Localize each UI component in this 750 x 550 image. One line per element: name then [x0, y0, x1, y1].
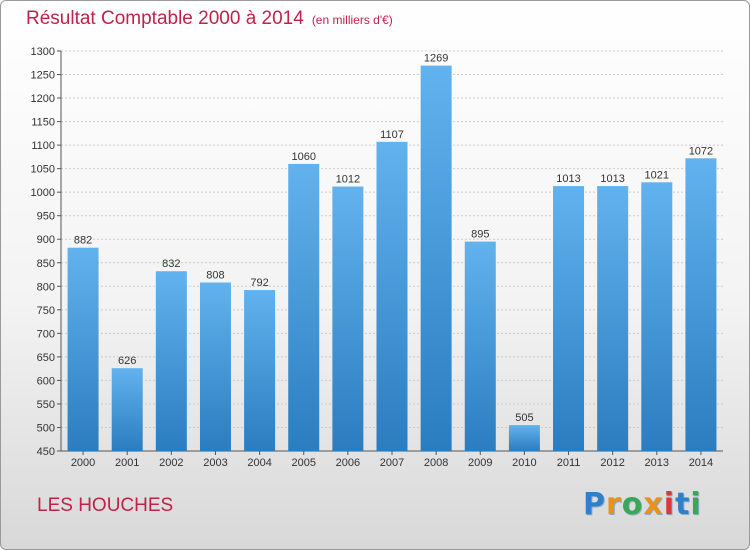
bar-value-label: 1269 — [424, 53, 448, 65]
y-tick-label: 1050 — [31, 164, 55, 176]
bar-value-label: 1013 — [600, 173, 624, 185]
y-tick-label: 550 — [37, 399, 55, 411]
y-tick-label: 700 — [37, 328, 55, 340]
y-tick-label: 500 — [37, 422, 55, 434]
x-tick-label: 2005 — [291, 457, 315, 469]
bar-2005 — [288, 163, 320, 452]
logo-letter: r — [606, 487, 622, 522]
x-tick-label: 2012 — [600, 457, 624, 469]
x-tick-label: 2007 — [380, 457, 404, 469]
bar-2007 — [376, 141, 408, 451]
bar-value-label: 1060 — [291, 151, 315, 163]
x-tick-label: 2002 — [159, 457, 183, 469]
bar-value-label: 1012 — [336, 174, 360, 186]
x-tick-label: 2013 — [645, 457, 669, 469]
bar-layer — [67, 65, 717, 452]
bar-2001 — [111, 368, 143, 451]
chart-title: Résultat Comptable 2000 à 2014 — [26, 8, 304, 29]
bar-2012 — [597, 186, 629, 451]
chart-title-block: Résultat Comptable 2000 à 2014 (en millie… — [26, 8, 393, 30]
bar-2000 — [67, 247, 99, 451]
bar-value-label: 1013 — [556, 173, 580, 185]
x-tick-label: 2001 — [115, 457, 139, 469]
y-tick-label: 850 — [37, 258, 55, 270]
bar-2009 — [464, 241, 496, 451]
bar-2014 — [685, 158, 717, 451]
bar-value-label: 1021 — [645, 169, 669, 181]
x-tick-label: 2000 — [71, 457, 95, 469]
x-tick-label: 2008 — [424, 457, 448, 469]
bar-2006 — [332, 186, 364, 451]
bar-2011 — [553, 186, 585, 451]
logo-letter: i — [663, 487, 676, 522]
logo-letter: x — [643, 487, 664, 522]
bar-value-label: 808 — [206, 270, 224, 282]
bar-value-label: 505 — [515, 412, 533, 424]
axis-layer: 450 500 550 600 650 700 750 800 850 900 950 1000 105… — [31, 46, 723, 469]
x-tick-label: 2010 — [512, 457, 536, 469]
bar-2002 — [155, 271, 187, 451]
bar-value-label: 895 — [471, 229, 489, 241]
label-layer: 882 626 832 808 792 1060 1012 1107 1269 895 505 101… — [74, 53, 713, 425]
bar-2008 — [420, 65, 452, 452]
proxiti-logo: Proxiti — [583, 487, 702, 522]
unit-note: (en milliers d'€) — [311, 13, 393, 27]
x-tick-label: 2003 — [203, 457, 227, 469]
bar-2003 — [199, 282, 231, 451]
logo-letter: P — [583, 487, 606, 522]
y-tick-label: 1100 — [31, 140, 55, 152]
logo-letter: t — [675, 487, 691, 522]
bar-value-label: 1107 — [380, 129, 404, 141]
bar-value-label: 1072 — [689, 145, 713, 157]
logo-letter: i — [690, 487, 702, 522]
y-tick-label: 900 — [37, 234, 55, 246]
y-tick-label: 1150 — [31, 117, 55, 129]
x-tick-label: 2009 — [468, 457, 492, 469]
bar-2013 — [641, 182, 673, 451]
x-tick-label: 2011 — [557, 457, 581, 469]
y-tick-label: 450 — [37, 446, 55, 458]
x-tick-label: 2006 — [336, 457, 360, 469]
bar-2004 — [244, 290, 276, 451]
y-tick-label: 1000 — [31, 187, 55, 199]
y-tick-label: 750 — [37, 305, 55, 317]
y-tick-label: 950 — [37, 211, 55, 223]
bar-value-label: 882 — [74, 235, 92, 247]
y-tick-label: 650 — [37, 352, 55, 364]
y-tick-label: 1250 — [31, 70, 55, 82]
x-tick-label: 2014 — [689, 457, 713, 469]
y-tick-label: 800 — [37, 281, 55, 293]
logo-letter: o — [621, 487, 644, 522]
x-tick-label: 2004 — [247, 457, 271, 469]
bar-value-label: 626 — [118, 355, 136, 367]
bar-value-label: 832 — [162, 258, 180, 270]
bar-2010 — [508, 425, 540, 451]
y-tick-label: 600 — [37, 375, 55, 387]
city-name: LES HOUCHES — [37, 495, 174, 516]
bar-value-label: 792 — [250, 277, 268, 289]
y-tick-label: 1200 — [31, 93, 55, 105]
y-tick-label: 1300 — [31, 46, 55, 58]
